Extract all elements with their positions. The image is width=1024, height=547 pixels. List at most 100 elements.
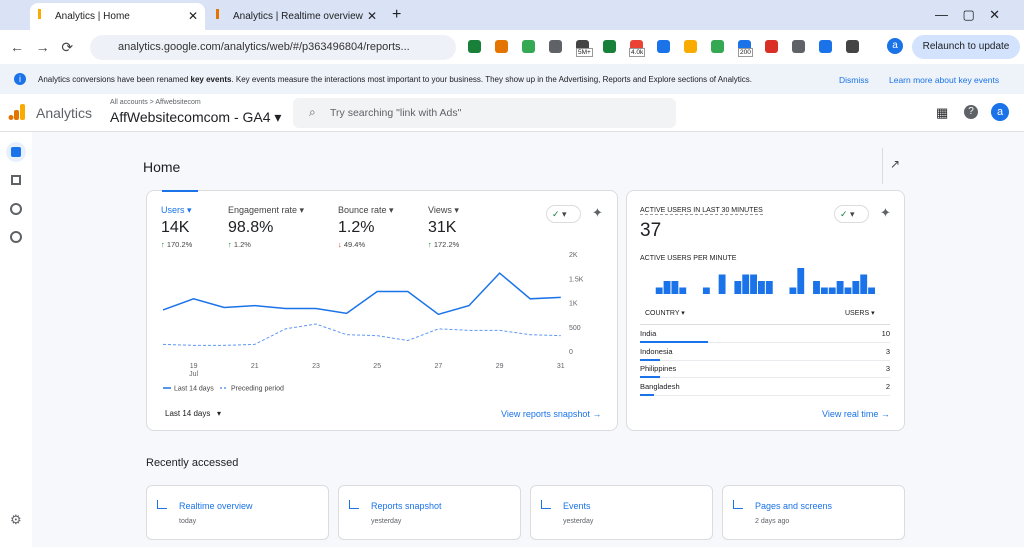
nav-advertising[interactable] [10, 231, 22, 243]
x-tick-label: 29 [496, 363, 504, 370]
profile-avatar[interactable]: a [991, 103, 1009, 121]
series-line [163, 273, 561, 314]
extension-icon[interactable] [549, 40, 562, 53]
relaunch-button[interactable]: Relaunch to update [912, 35, 1020, 59]
tab-close[interactable]: ✕ [367, 9, 377, 23]
tab-close[interactable]: ✕ [188, 9, 198, 23]
insights-icon[interactable]: ↗ [890, 157, 900, 171]
window-controls[interactable]: — ▢ ✕ [935, 7, 1000, 23]
per-minute-bar [719, 275, 726, 295]
recent-card[interactable] [530, 485, 713, 540]
sparkle-icon[interactable]: ✦ [880, 205, 891, 221]
extension-icon[interactable] [468, 40, 481, 53]
y-tick-label: 1K [569, 301, 578, 308]
recent-card-title[interactable]: Reports snapshot [371, 501, 442, 511]
nav-buttons[interactable]: ← → ⟳ [10, 39, 73, 56]
column-header[interactable]: COUNTRY ▾ [645, 309, 685, 317]
per-minute-bar [671, 281, 678, 294]
per-minute-bar [829, 288, 836, 295]
recent-card[interactable] [146, 485, 329, 540]
search-icon: ⌕ [309, 105, 316, 120]
users-bar [640, 376, 660, 378]
column-header-label[interactable]: USERS [845, 310, 869, 317]
view-realtime[interactable]: View real time → [822, 409, 890, 419]
extension-icon[interactable] [711, 40, 724, 53]
banner-text: Analytics conversions have been renamed … [38, 75, 752, 84]
learn-more[interactable]: Learn more about key events [889, 75, 999, 85]
status-chip[interactable]: ✓ ▾ [834, 205, 869, 223]
recent-card-time: today [179, 518, 196, 525]
per-minute-bar [813, 281, 820, 294]
profile-avatar[interactable]: a [887, 38, 903, 54]
tab-title[interactable]: Analytics | Home [55, 11, 130, 22]
new-tab[interactable]: + [392, 6, 401, 24]
recent-card-title[interactable]: Events [563, 501, 591, 511]
per-minute-bar [656, 288, 663, 295]
search-placeholder[interactable]: Try searching "link with Ads" [330, 107, 461, 119]
date-range-label[interactable]: Last 14 days [165, 409, 210, 418]
property-name[interactable]: AffWebsitecomcom - GA4 [110, 109, 271, 125]
dismiss[interactable]: Dismiss [839, 75, 869, 85]
country-name: Bangladesh [640, 382, 680, 391]
recent-card-icon [541, 500, 551, 509]
banner-text: . Key events measure the interactions mo… [231, 75, 752, 84]
realtime-title: ACTIVE USERS IN LAST 30 MINUTES [640, 207, 763, 215]
nav-reports[interactable] [11, 175, 21, 185]
view-snapshot-label[interactable]: View reports snapshot [501, 409, 590, 419]
x-tick-label: 21 [251, 363, 259, 370]
extension-icon[interactable] [846, 40, 859, 53]
per-minute-bar [845, 288, 852, 295]
property-selector[interactable]: AffWebsitecomcom - GA4 ▾ [110, 109, 281, 126]
extension-icon[interactable] [522, 40, 535, 53]
extension-badge: 4.0k [629, 48, 645, 57]
nav-explore[interactable] [10, 203, 22, 215]
row-divider [640, 377, 890, 378]
banner-bold: key events [191, 75, 232, 84]
per-minute-bar [860, 275, 867, 295]
extension-badge: 200 [738, 48, 753, 57]
country-name: Philippines [640, 364, 676, 373]
recent-card-title[interactable]: Pages and screens [755, 501, 832, 511]
per-minute-bar [852, 281, 859, 294]
recent-card[interactable] [722, 485, 905, 540]
apps-icon[interactable]: ▦ [936, 105, 948, 121]
recent-card-title[interactable]: Realtime overview [179, 501, 253, 511]
view-realtime-label[interactable]: View real time [822, 409, 878, 419]
info-icon: i [14, 73, 26, 85]
y-tick-label: 500 [569, 325, 581, 332]
recent-card-time: 2 days ago [755, 518, 789, 525]
help-icon[interactable]: ? [964, 105, 978, 119]
per-minute-bar [742, 275, 749, 295]
y-tick-label: 0 [569, 349, 573, 356]
x-tick-label: 23 [312, 363, 320, 370]
nav-settings[interactable]: ⚙ [10, 512, 22, 528]
extension-icon[interactable] [495, 40, 508, 53]
breadcrumb[interactable]: All accounts > Affwebsitecom [110, 99, 201, 106]
per-minute-bar [766, 281, 773, 294]
extension-icon[interactable] [819, 40, 832, 53]
y-tick-label: 1.5K [569, 276, 584, 283]
divider [882, 148, 883, 184]
column-header-label[interactable]: COUNTRY [645, 310, 679, 317]
recent-card-icon [349, 500, 359, 509]
extension-icon[interactable] [657, 40, 670, 53]
extension-icon[interactable] [684, 40, 697, 53]
extension-icon[interactable] [792, 40, 805, 53]
nav-home[interactable] [6, 142, 26, 162]
extension-icon[interactable] [765, 40, 778, 53]
series-line [163, 324, 561, 345]
view-snapshot[interactable]: View reports snapshot → [501, 409, 601, 419]
recent-card-icon [157, 500, 167, 509]
url[interactable]: analytics.google.com/analytics/web/#/p36… [118, 41, 410, 53]
country-users: 10 [870, 329, 890, 338]
extension-icon[interactable] [603, 40, 616, 53]
recent-title: Recently accessed [146, 457, 238, 469]
x-tick-label: 31 [557, 363, 565, 370]
date-range[interactable]: Last 14 days ▾ [165, 409, 221, 418]
tab-title[interactable]: Analytics | Realtime overview [233, 11, 363, 22]
recent-card-time: yesterday [371, 518, 401, 525]
legend-label: Last 14 days [174, 386, 214, 393]
column-header[interactable]: USERS ▾ [845, 309, 875, 317]
recent-card[interactable] [338, 485, 521, 540]
